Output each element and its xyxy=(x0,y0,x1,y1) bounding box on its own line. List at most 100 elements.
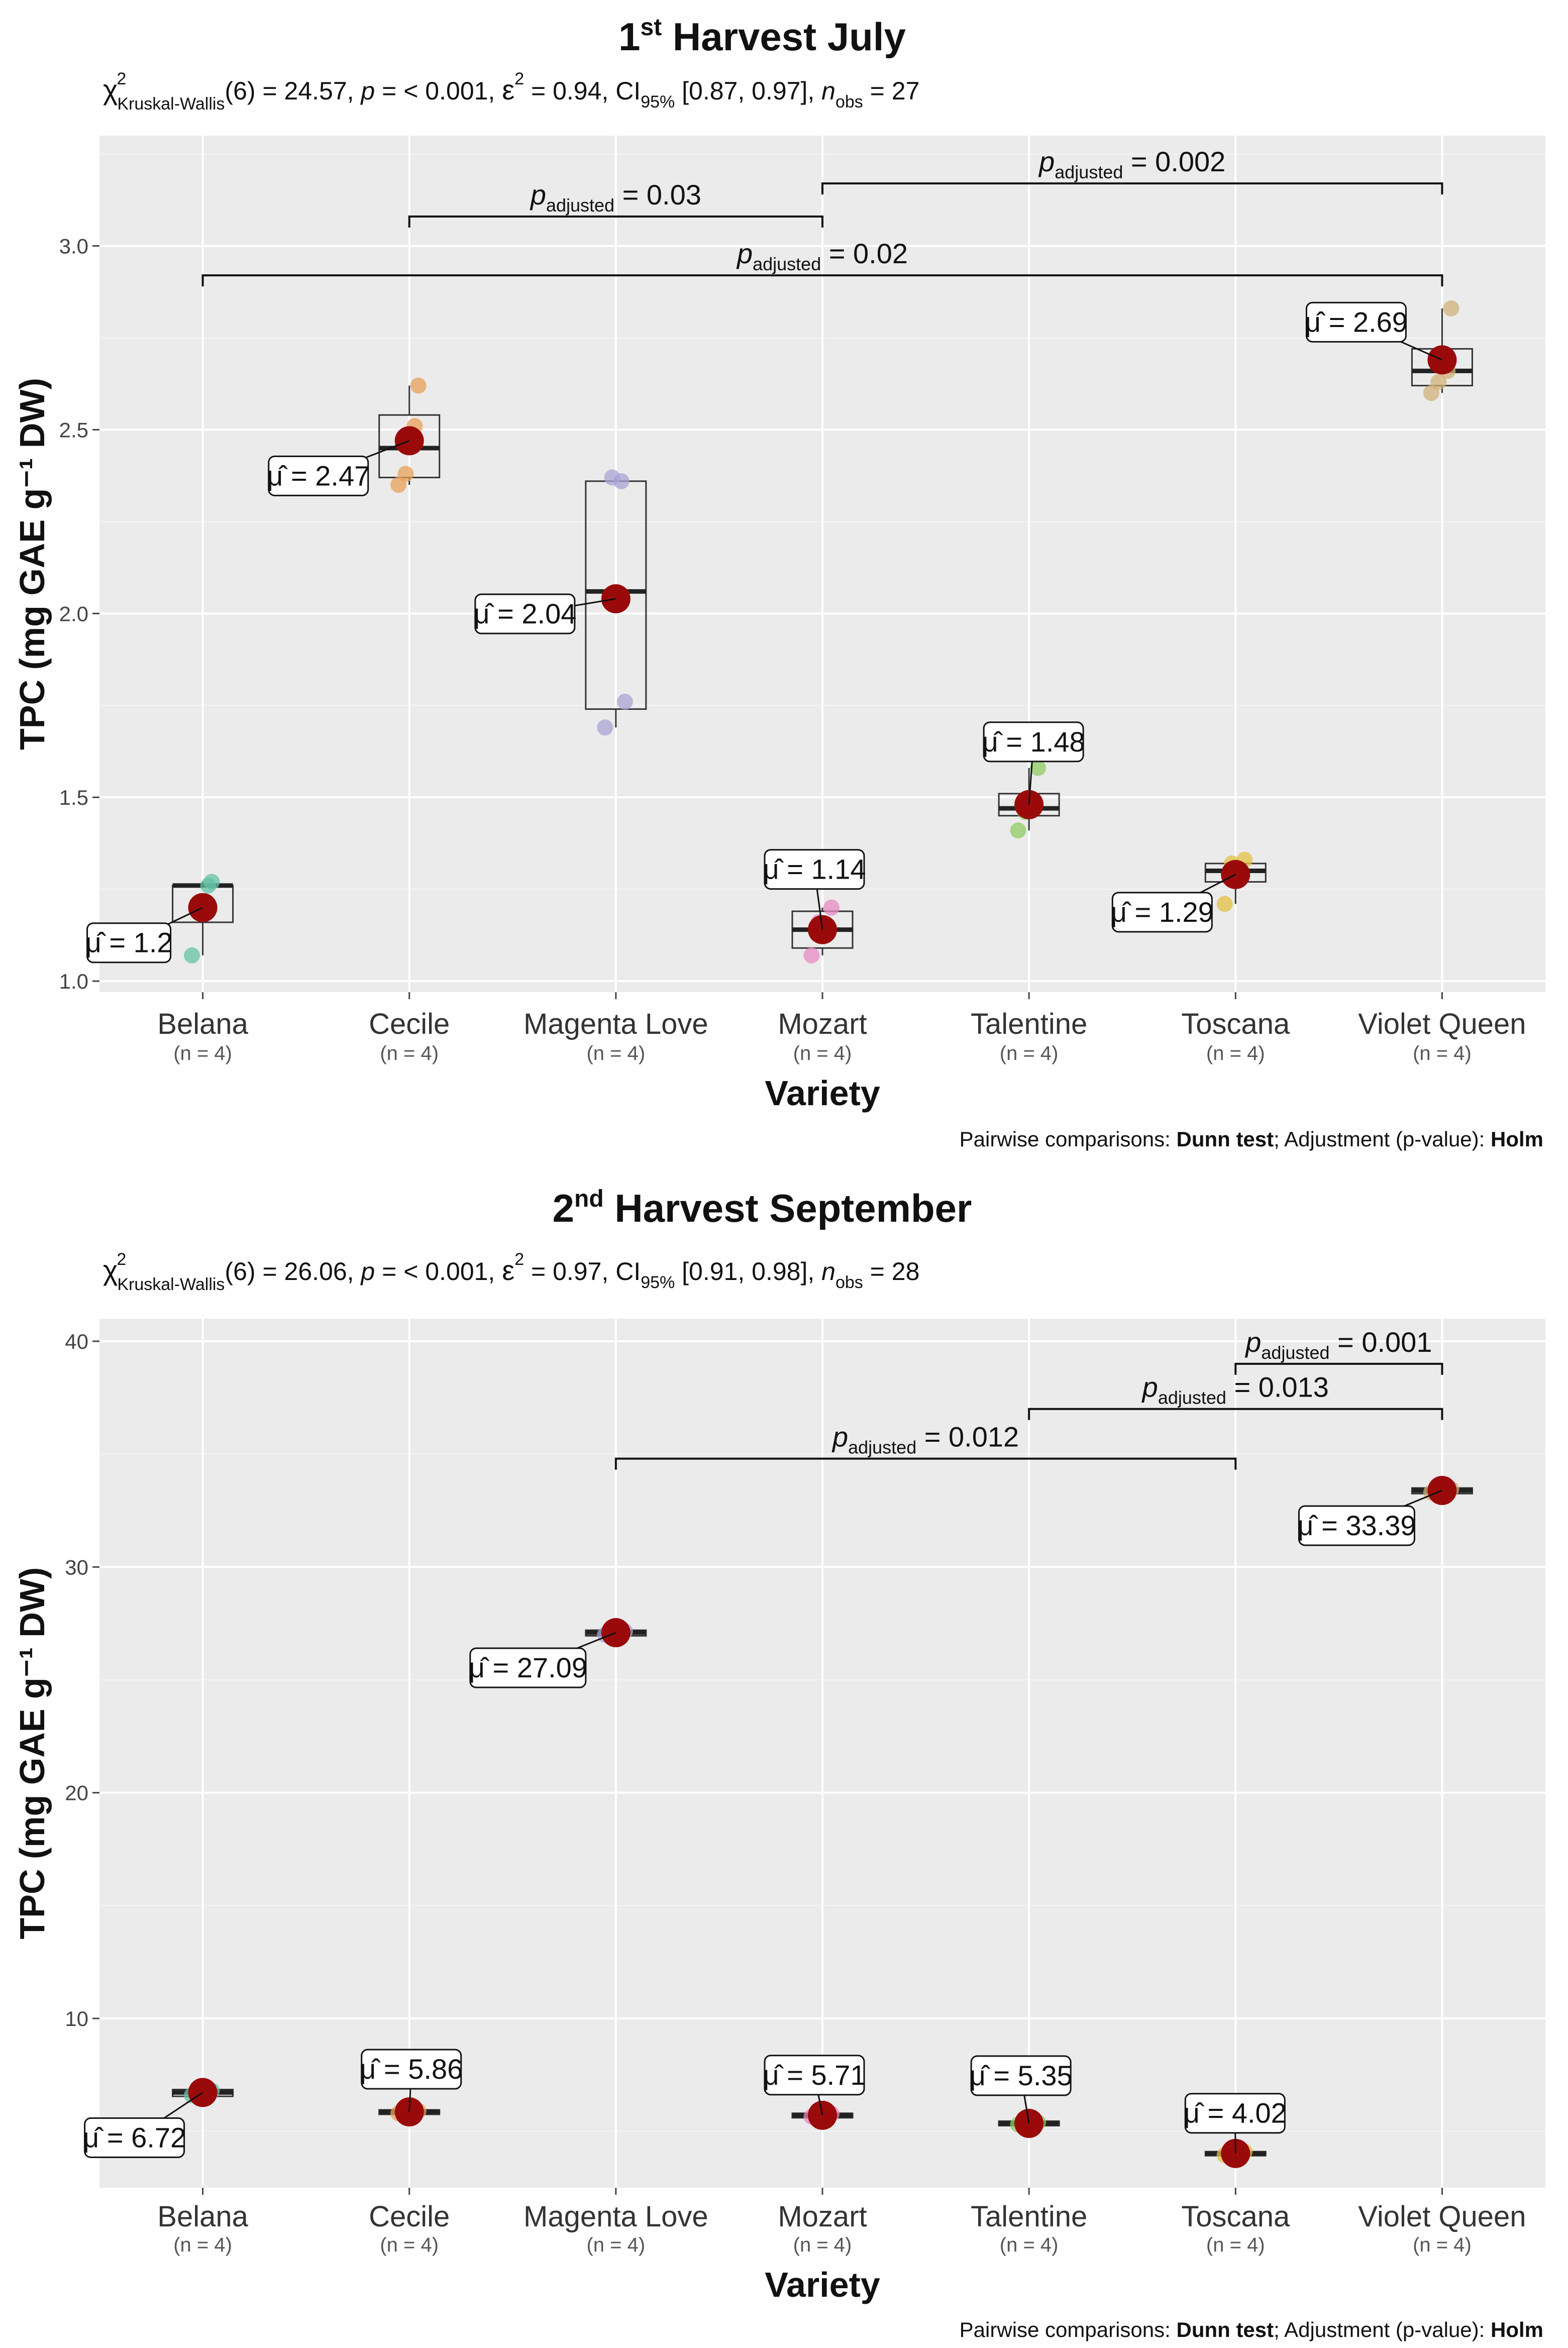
mean-label-box xyxy=(1111,892,1213,933)
caption-middle: ; Adjustment (p-value): xyxy=(1274,1127,1491,1151)
title-superscript: nd xyxy=(574,1186,604,1212)
y-tick-label: 30 xyxy=(65,1555,88,1579)
x-category-label: Cecile xyxy=(369,1008,450,1040)
title-number: 2 xyxy=(553,1186,574,1230)
comparison-bracket xyxy=(1234,1362,1443,1375)
x-category-label: Talentine xyxy=(971,1008,1087,1040)
x-category-label: Violet Queen xyxy=(1358,2200,1526,2233)
mean-label-box xyxy=(1184,2093,1286,2134)
caption-prefix: Pairwise comparisons: xyxy=(960,2318,1177,2341)
stats-subtitle: χ2 Kruskal-Wallis(6) = 24.57, p = < 0.001… xyxy=(103,69,919,114)
chi-symbol: χ xyxy=(103,1254,118,1286)
data-point xyxy=(410,377,427,394)
ci-subscript: 95% xyxy=(641,1273,675,1292)
caption-test: Dunn test xyxy=(1176,2318,1274,2341)
p-adjusted-value: = 0.03 xyxy=(614,179,701,210)
epsilon-superscript: 2 xyxy=(514,69,524,88)
y-tick-label: 10 xyxy=(65,2007,88,2031)
mean-label: μ̂ = 2.04 xyxy=(473,598,576,629)
x-category-label: Magenta Love xyxy=(524,2200,708,2233)
title-text: Harvest July xyxy=(662,15,906,59)
chart-title: 2nd Harvest September xyxy=(553,1186,972,1230)
mean-label-box xyxy=(983,721,1084,763)
y-tick-label: 40 xyxy=(65,1330,88,1353)
x-count-label: (n = 4) xyxy=(586,2234,645,2256)
n-subscript: obs xyxy=(835,92,863,112)
mean-label-box xyxy=(268,455,369,496)
mean-label-box xyxy=(474,593,576,634)
chi-superscript: 2 xyxy=(117,1250,126,1269)
data-point xyxy=(1030,760,1047,776)
caption-prefix: Pairwise comparisons: xyxy=(960,1127,1177,1151)
caption-adjustment: Holm xyxy=(1491,2318,1543,2341)
comparison-bracket xyxy=(408,215,823,228)
mean-label-box xyxy=(469,1647,587,1688)
data-point xyxy=(823,899,840,916)
title-text: Harvest September xyxy=(604,1186,972,1230)
x-count-label: (n = 4) xyxy=(586,1042,645,1064)
data-point xyxy=(200,877,217,894)
p-label: p xyxy=(360,1257,375,1286)
x-count-label: (n = 4) xyxy=(1000,1042,1059,1064)
p-adjusted-subscript: adjusted xyxy=(1158,1388,1226,1408)
p-value: = < 0.001, xyxy=(375,77,502,105)
p-adjusted-value: = 0.02 xyxy=(821,238,908,269)
x-category-label: Violet Queen xyxy=(1358,1008,1526,1040)
data-point xyxy=(397,466,414,482)
p-adjusted-value: = 0.002 xyxy=(1123,146,1225,177)
mean-label: μ̂ = 1.29 xyxy=(1111,896,1214,928)
x-count-label: (n = 4) xyxy=(173,2234,232,2256)
data-point xyxy=(183,947,200,964)
mean-label: μ̂ = 4.02 xyxy=(1184,2097,1287,2129)
mean-label: μ̂ = 1.14 xyxy=(763,853,866,885)
stats-subtitle: χ2 Kruskal-Wallis(6) = 26.06, p = < 0.001… xyxy=(103,1250,919,1294)
mean-label: μ̂ = 5.35 xyxy=(970,2060,1073,2091)
ci-subscript: 95% xyxy=(641,92,675,112)
x-category-label: Belana xyxy=(157,1008,248,1040)
x-count-label: (n = 4) xyxy=(1413,2234,1472,2256)
x-category-label: Toscana xyxy=(1181,1008,1290,1040)
p-adjusted-subscript: adjusted xyxy=(848,1437,916,1458)
y-tick-label: 3.0 xyxy=(59,235,88,258)
title-number: 1 xyxy=(618,15,640,59)
mean-label: μ̂ = 6.72 xyxy=(83,2121,186,2153)
epsilon-value: = 0.97, CI xyxy=(524,1257,641,1286)
p-adjusted-subscript: adjusted xyxy=(753,254,821,274)
data-point xyxy=(616,693,633,710)
chi-symbol: χ xyxy=(103,74,118,105)
mean-label: μ̂ = 5.86 xyxy=(360,2053,463,2085)
x-axis-label: Variety xyxy=(765,2265,880,2304)
x-count-label: (n = 4) xyxy=(1413,1042,1472,1064)
p-adjusted-subscript: adjusted xyxy=(1055,162,1123,182)
data-point xyxy=(1216,896,1233,912)
comparison-label: padjusted = 0.013 xyxy=(1141,1371,1329,1408)
x-count-label: (n = 4) xyxy=(380,1042,439,1064)
p-adjusted-label: p xyxy=(736,238,753,269)
x-category-label: Mozart xyxy=(778,1008,867,1040)
chi-superscript: 2 xyxy=(117,69,126,88)
p-adjusted-label: p xyxy=(1038,146,1055,177)
p-label: p xyxy=(360,77,375,105)
mean-label: μ̂ = 33.39 xyxy=(1297,1510,1416,1541)
mean-label: μ̂ = 1.2 xyxy=(85,927,173,958)
epsilon-value: = 0.94, CI xyxy=(524,77,641,105)
mean-label: μ̂ = 5.71 xyxy=(763,2059,866,2091)
x-count-label: (n = 4) xyxy=(793,2234,852,2256)
y-tick-label: 2.0 xyxy=(59,602,88,625)
p-adjusted-label: p xyxy=(530,179,546,210)
p-adjusted-value: = 0.001 xyxy=(1330,1326,1432,1358)
caption-middle: ; Adjustment (p-value): xyxy=(1274,2318,1491,2341)
n-label: n xyxy=(821,1257,835,1286)
x-category-label: Belana xyxy=(157,2200,248,2233)
y-tick-label: 1.0 xyxy=(59,970,88,993)
stat-value: (6) = 24.57, xyxy=(225,77,361,105)
mean-label-box xyxy=(361,2049,462,2090)
chi-subscript: Kruskal-Wallis xyxy=(117,94,225,114)
p-adjusted-value: = 0.012 xyxy=(916,1421,1019,1453)
epsilon-symbol: ε xyxy=(502,1254,514,1286)
data-point xyxy=(1430,374,1447,390)
y-axis-label: TPC (mg GAE g⁻¹ DW) xyxy=(13,378,52,750)
mean-label-box xyxy=(86,922,172,964)
